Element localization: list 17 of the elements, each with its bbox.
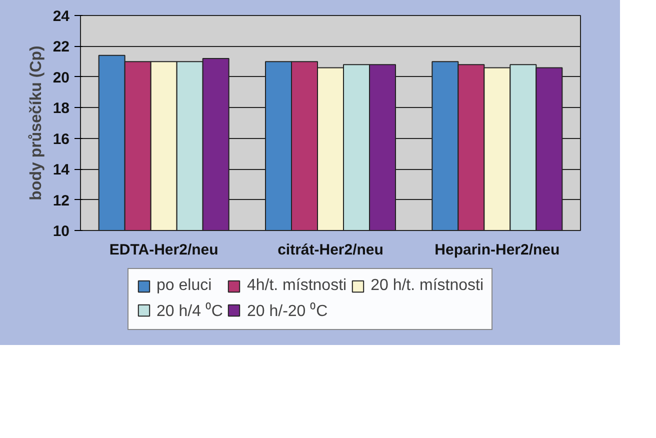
y-tick-label: 24 — [52, 8, 70, 25]
y-axis-title: body průsečíku (Cp) — [28, 46, 45, 200]
x-tick-label: Heparin-Her2/neu — [434, 242, 560, 258]
x-tick-label: citrát-Her2/neu — [278, 242, 384, 258]
y-tick-label: 12 — [52, 192, 70, 210]
y-tick-label: 16 — [52, 130, 70, 148]
legend-label: 20 h/-20 ⁰C — [246, 301, 328, 321]
x-tick-label: EDTA-Her2/neu — [109, 242, 218, 258]
legend-label: po eluci — [156, 277, 212, 295]
legend-label: 20 h/t. místnosti — [370, 277, 484, 295]
y-tick-label: 14 — [52, 162, 70, 179]
legend-label: 20 h/4 ⁰C — [156, 301, 223, 321]
y-tick-label: 22 — [52, 38, 70, 56]
legend-label: 4h/t. místnosti — [246, 277, 347, 295]
y-tick-label: 18 — [52, 100, 70, 118]
y-tick-label: 10 — [52, 223, 70, 240]
y-tick-label: 20 — [52, 69, 70, 86]
